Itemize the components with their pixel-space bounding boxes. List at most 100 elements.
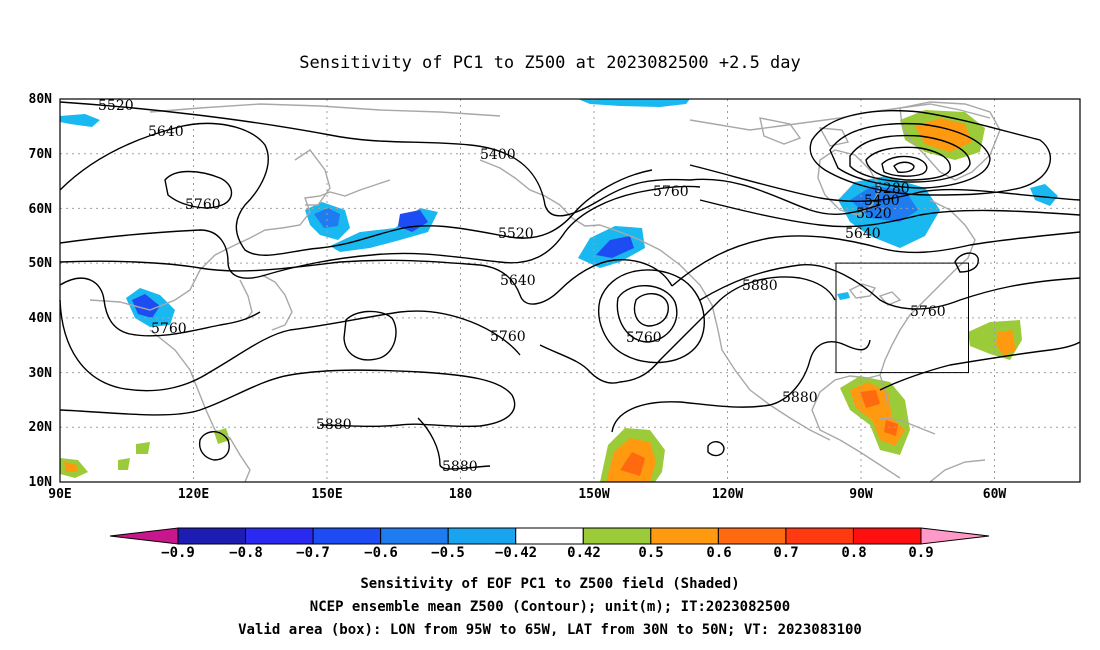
contour-label: 5880: [316, 417, 352, 433]
colorbar-swatch: [177, 527, 247, 545]
lat-label: 20N: [29, 420, 53, 435]
lon-label: 60W: [983, 487, 1007, 502]
shaded-sensitivity: [60, 99, 1058, 482]
contour-5640-na: [671, 231, 1081, 287]
shade-pos-sw2: [118, 442, 150, 470]
coast-na-west: [599, 224, 831, 441]
colorbar: −0.9 −0.8 −0.7 −0.6 −0.5 −0.42 0.42 0.5 …: [109, 527, 990, 561]
coast-korea: [239, 279, 253, 321]
contour-low-outer: [809, 110, 1051, 196]
captions: Sensitivity of EOF PC1 to Z500 field (Sh…: [238, 576, 862, 638]
coast-gulf-mexico: [811, 374, 881, 441]
shade-neg-hudson-core: [850, 186, 918, 222]
contour-label: 5640: [845, 226, 881, 242]
contour-label: 5520: [498, 226, 534, 242]
lon-label: 90W: [849, 487, 873, 502]
contour-label: 5760: [626, 330, 662, 346]
lon-label: 90E: [48, 487, 71, 502]
coast-canada-arctic: [689, 103, 991, 131]
contour-label: 5880: [782, 390, 818, 406]
coast-na-east: [879, 269, 956, 376]
colorbar-swatch: [650, 527, 719, 545]
caption-line: NCEP ensemble mean Z500 (Contour); unit(…: [310, 599, 790, 615]
colorbar-label: −0.42: [495, 545, 537, 561]
contour-5880-na: [539, 276, 836, 384]
shade-pos-sw1-core: [64, 462, 78, 472]
contour-5520-north: [59, 101, 691, 217]
colorbar-swatch: [785, 527, 854, 545]
shade-neg-labrador: [1030, 184, 1058, 206]
contour-5880-atlantic: [879, 341, 1081, 391]
map-title: Sensitivity of PC1 to Z500 at 2023082500…: [299, 53, 801, 73]
coast-islands-arctic: [759, 117, 850, 147]
coast-asia-east: [89, 179, 391, 311]
contour-5520-na: [699, 199, 1081, 228]
contour-5880-asia: [59, 299, 521, 392]
contour-label: 5400: [480, 147, 516, 163]
contour-loop-360: [343, 310, 397, 361]
contour-label: 5520: [856, 206, 892, 222]
contour-5760-west: [59, 277, 261, 337]
lon-label: 120W: [712, 487, 743, 502]
contour-5760-mid: [519, 259, 673, 305]
colorbar-label: 0.5: [638, 545, 663, 561]
contour-small-loop-ne: [954, 252, 979, 273]
contour-label: 5760: [910, 304, 946, 320]
colorbar-boxes: [177, 527, 922, 545]
contour-low-3: [865, 146, 951, 181]
contour-5640-asia: [59, 122, 653, 256]
coast-south-america: [929, 459, 986, 483]
colorbar-swatch: [515, 527, 584, 545]
colorbar-label: 0.7: [773, 545, 798, 561]
lon-label: 120E: [178, 487, 209, 502]
lat-label: 80N: [29, 92, 53, 107]
coastlines: [89, 101, 1001, 483]
lat-label: 70N: [29, 147, 53, 162]
contour-5760-na: [699, 264, 1081, 310]
contour-5880-bottom: [417, 417, 491, 470]
lon-label: 150E: [311, 487, 342, 502]
colorbar-low-extend: [109, 527, 179, 545]
contour-label: 5760: [653, 184, 689, 200]
contour-low-4: [881, 155, 928, 177]
lon-label: 180: [449, 487, 473, 502]
coast-china-south: [149, 329, 251, 483]
lon-axis: 90E 120E 150E 180 150W 120W 90W 60W: [48, 487, 1006, 502]
shade-neg-nw: [60, 114, 100, 127]
contour-5760-pacific-low: [598, 269, 705, 364]
contour-label: 5880: [442, 459, 478, 475]
colorbar-swatch: [380, 527, 449, 545]
colorbar-label: −0.6: [364, 545, 398, 561]
shade-pos-greenland-core: [915, 118, 972, 152]
contour-low-inner2: [633, 293, 669, 327]
contour-label: 5640: [500, 273, 536, 289]
colorbar-swatch: [582, 527, 652, 545]
contour-label: 5760: [490, 329, 526, 345]
shade-pos-pacific-hot: [620, 452, 645, 476]
contour-label: 5400: [864, 193, 900, 209]
colorbar-label: −0.5: [431, 545, 465, 561]
shade-pos-gulf-hot: [860, 390, 898, 436]
contour-label: 5880: [742, 278, 778, 294]
contour-loop-200: [198, 431, 230, 461]
colorbar-label: −0.9: [161, 545, 195, 561]
contour-low-5: [893, 161, 915, 173]
colorbar-swatch: [245, 527, 314, 545]
contour-loop-small: [707, 441, 725, 457]
colorbar-label: −0.8: [229, 545, 263, 561]
caption-line: Sensitivity of EOF PC1 to Z500 field (Sh…: [360, 576, 739, 592]
contour-5880-south: [59, 369, 516, 428]
colorbar-labels: −0.9 −0.8 −0.7 −0.6 −0.5 −0.42 0.42 0.5 …: [161, 545, 934, 561]
coast-florida: [879, 374, 889, 406]
colorbar-label: 0.6: [706, 545, 731, 561]
contour-label: 5280: [874, 181, 910, 197]
contour-label: 5520: [98, 98, 134, 114]
lat-label: 30N: [29, 366, 53, 381]
colorbar-swatch: [312, 527, 382, 545]
colorbar-label: 0.8: [841, 545, 866, 561]
coast-hudson: [817, 149, 881, 216]
colorbar-swatch: [447, 527, 517, 545]
contour-5880-gulf: [611, 339, 871, 433]
coast-labrador: [929, 199, 976, 271]
